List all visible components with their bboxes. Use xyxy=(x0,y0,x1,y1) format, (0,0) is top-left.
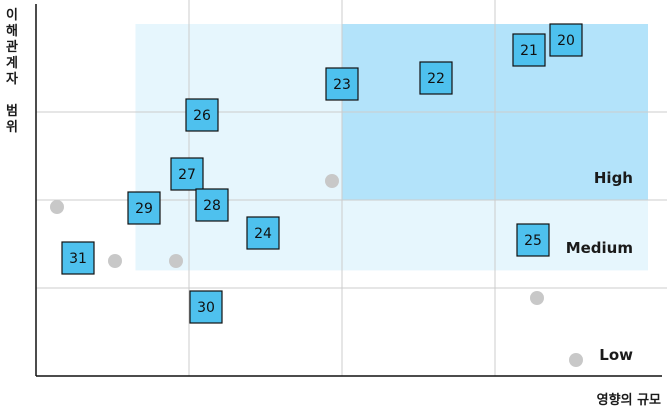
x-axis-label: 영향의 규모 xyxy=(596,393,661,408)
point-box xyxy=(195,188,229,222)
point-label: 28 xyxy=(203,198,221,214)
point-box xyxy=(189,290,223,324)
point-box xyxy=(512,33,546,67)
unlabeled-point xyxy=(325,174,339,188)
point-label: 24 xyxy=(254,226,272,242)
unlabeled-point xyxy=(50,200,64,214)
unlabeled-point xyxy=(169,254,183,268)
point-box xyxy=(170,157,204,191)
unlabeled-point xyxy=(108,254,122,268)
point-label: 23 xyxy=(333,77,351,93)
zone-label-low: Low xyxy=(599,346,633,364)
point-label: 20 xyxy=(557,33,575,49)
point-box xyxy=(516,223,550,257)
point-label: 22 xyxy=(427,71,445,87)
point-box xyxy=(246,216,280,250)
point-box xyxy=(325,67,359,101)
point-label: 30 xyxy=(197,300,215,316)
point-box xyxy=(61,241,95,275)
point-box xyxy=(127,191,161,225)
point-label: 26 xyxy=(193,108,211,124)
point-label: 25 xyxy=(524,233,542,249)
point-box xyxy=(419,61,453,95)
point-label: 21 xyxy=(520,43,538,59)
y-axis-label: 이 해 관 계 자 범 위 xyxy=(6,8,18,135)
point-label: 27 xyxy=(178,167,196,183)
point-label: 29 xyxy=(135,201,153,217)
point-box xyxy=(185,98,219,132)
point-label: 31 xyxy=(69,251,87,267)
unlabeled-point xyxy=(530,291,544,305)
zone-label-medium: Medium xyxy=(566,239,633,257)
point-box xyxy=(549,23,583,57)
zone-label-high: High xyxy=(594,169,633,187)
unlabeled-point xyxy=(569,353,583,367)
